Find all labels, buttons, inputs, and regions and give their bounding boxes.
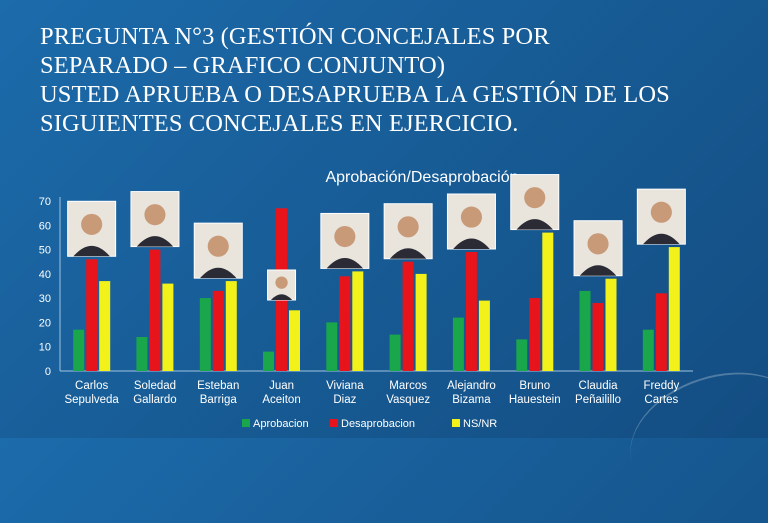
- bar-nsnr-0: [99, 281, 111, 371]
- x-tick-label: Juan: [269, 380, 294, 392]
- bar-desaprobacion-4: [339, 276, 351, 371]
- photo-shoulders: [579, 265, 617, 276]
- x-tick-label: Aceiton: [262, 394, 300, 406]
- bar-desaprobacion-1: [149, 249, 161, 371]
- x-tick-label: Barriga: [200, 394, 238, 406]
- bar-aprobacion-8: [579, 290, 591, 371]
- bar-nsnr-9: [668, 247, 680, 371]
- photo-face: [334, 225, 356, 248]
- photo-shoulders: [136, 236, 174, 247]
- photo-shoulders: [73, 245, 110, 257]
- x-tick-label: Bruno: [519, 380, 550, 392]
- slide-title: PREGUNTA N°3 (GESTIÓN CONCEJALES POR SEP…: [40, 22, 760, 138]
- y-tick-label: 60: [39, 220, 51, 232]
- photo-face: [144, 204, 166, 226]
- bar-aprobacion-1: [136, 337, 148, 371]
- title-line-3: USTED APRUEBA O DESAPRUEBA LA GESTIÓN DE…: [40, 81, 670, 108]
- bar-nsnr-6: [478, 300, 490, 371]
- bar-desaprobacion-0: [86, 259, 98, 371]
- bar-aprobacion-9: [642, 329, 654, 371]
- legend-label-0: Aprobacion: [253, 418, 309, 430]
- x-tick-label: Sepulveda: [64, 394, 119, 406]
- photo-face: [650, 201, 672, 223]
- x-tick-label: Bizama: [452, 394, 491, 406]
- bar-nsnr-7: [542, 232, 554, 371]
- x-tick-label: Cartes: [644, 394, 678, 406]
- x-tick-label: Freddy: [643, 380, 679, 392]
- bar-nsnr-4: [352, 271, 364, 371]
- x-tick-label: Claudia: [579, 380, 619, 392]
- bar-nsnr-8: [605, 278, 617, 371]
- title-line-4: SIGUIENTES CONCEJALES EN EJERCICIO.: [40, 110, 519, 137]
- photo-face: [275, 276, 288, 289]
- bar-desaprobacion-9: [655, 293, 667, 371]
- x-tick-label: Esteban: [197, 380, 239, 392]
- bar-desaprobacion-5: [402, 261, 414, 371]
- bar-aprobacion-3: [263, 351, 274, 371]
- title-line-1: PREGUNTA N°3 (GESTIÓN CONCEJALES POR: [40, 23, 550, 50]
- photo-face: [524, 187, 546, 209]
- approval-bar-chart: Aprobación/Desaprobación 0 10 20 30 40 50 60 70 C…: [39, 169, 693, 430]
- bar-aprobacion-0: [73, 329, 85, 371]
- photo-face: [207, 235, 229, 257]
- photo-shoulders: [389, 248, 427, 259]
- x-tick-label: Hauestein: [509, 394, 561, 406]
- bar-desaprobacion-6: [465, 252, 477, 371]
- chart-title: Aprobación/Desaprobación: [325, 169, 518, 186]
- legend-label-1: Desaprobacion: [341, 418, 415, 430]
- bar-desaprobacion-8: [592, 303, 604, 371]
- legend-swatch-1: [330, 419, 338, 427]
- bar-aprobacion-7: [516, 339, 528, 371]
- bar-aprobacion-5: [389, 334, 401, 371]
- photo-shoulders: [326, 257, 364, 269]
- photo-shoulders: [453, 238, 490, 249]
- x-tick-label: Peñailillo: [575, 394, 621, 406]
- y-tick-label: 10: [39, 342, 51, 354]
- photo-shoulders: [200, 267, 237, 279]
- bar-desaprobacion-7: [529, 298, 541, 371]
- bar-desaprobacion-2: [212, 290, 224, 371]
- legend-label-2: NS/NR: [463, 418, 497, 430]
- x-tick-label: Viviana: [326, 380, 364, 392]
- y-tick-label: 50: [39, 245, 51, 257]
- bar-nsnr-2: [225, 281, 237, 371]
- legend-swatch-2: [452, 419, 460, 427]
- bar-nsnr-1: [162, 283, 174, 371]
- y-tick-label: 30: [39, 293, 51, 305]
- y-tick-label: 70: [39, 196, 51, 208]
- photo-shoulders: [516, 219, 553, 230]
- photo-face: [397, 216, 419, 238]
- bar-aprobacion-2: [199, 298, 211, 371]
- x-tick-label: Gallardo: [133, 394, 176, 406]
- x-tick-label: Vasquez: [386, 394, 430, 406]
- photo-face: [460, 206, 483, 228]
- y-tick-label: 20: [39, 317, 51, 329]
- photo-shoulders: [270, 294, 293, 300]
- bar-aprobacion-4: [326, 322, 338, 371]
- photo-face: [587, 233, 609, 255]
- y-tick-label: 0: [45, 366, 51, 378]
- bar-nsnr-3: [289, 310, 300, 371]
- x-tick-label: Diaz: [333, 394, 356, 406]
- x-tick-label: Alejandro: [447, 380, 496, 392]
- legend-swatch-0: [242, 419, 250, 427]
- y-tick-label: 40: [39, 269, 51, 281]
- bar-aprobacion-6: [452, 317, 464, 371]
- bar-nsnr-5: [415, 273, 427, 371]
- x-tick-label: Marcos: [389, 380, 427, 392]
- photo-shoulders: [643, 233, 680, 245]
- photo-face: [81, 213, 103, 235]
- x-tick-label: Soledad: [134, 380, 176, 392]
- title-line-2: SEPARADO – GRAFICO CONJUNTO): [40, 52, 446, 79]
- x-tick-label: Carlos: [75, 380, 108, 392]
